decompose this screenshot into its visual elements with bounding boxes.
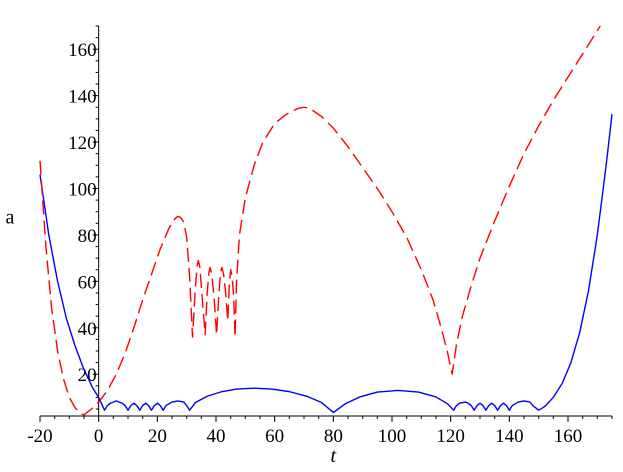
y-tick-label: 60 [78, 272, 97, 293]
series-line-2 [39, 25, 601, 416]
y-tick-label: 100 [68, 180, 97, 201]
x-tick-label: -20 [27, 426, 52, 447]
x-axis-title: t [331, 445, 337, 467]
x-tick-label: 120 [436, 426, 465, 447]
x-tick-label: 140 [495, 426, 524, 447]
x-tick-label: 60 [265, 426, 284, 447]
x-tick-label: 0 [94, 426, 104, 447]
x-tick-label: 80 [324, 426, 343, 447]
axes [40, 26, 612, 417]
x-tick-label: 160 [554, 426, 583, 447]
series-layer [39, 25, 613, 416]
y-tick-label: 120 [68, 133, 97, 154]
y-tick-label: 80 [78, 226, 97, 247]
y-axis-title: a [6, 206, 15, 228]
x-tick-label: 100 [378, 426, 407, 447]
y-tick-label: 160 [68, 40, 97, 61]
x-tick-label: 20 [148, 426, 167, 447]
y-tick-label: 140 [68, 87, 97, 108]
series-line-1 [39, 114, 613, 414]
y-tick-label: 40 [78, 319, 97, 340]
x-ticks: -20 0 20 40 60 80 100 120 140 160 [27, 416, 613, 447]
x-tick-label: 40 [207, 426, 226, 447]
